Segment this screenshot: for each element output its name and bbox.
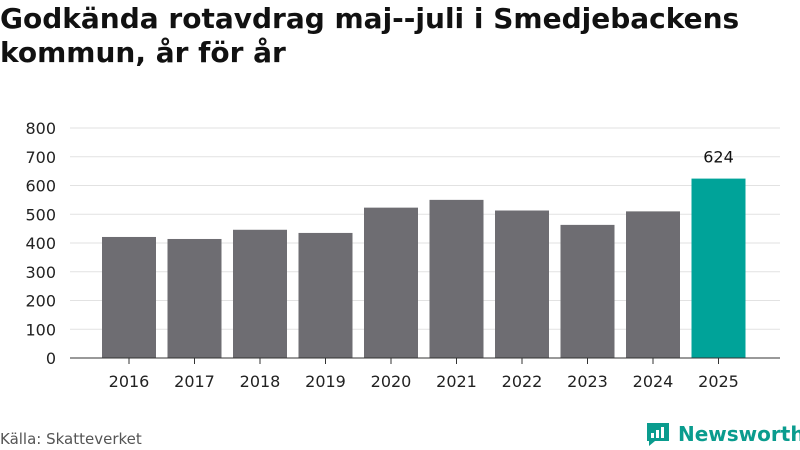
bar-2022 [495,210,549,358]
y-tick-label: 400 [25,234,56,253]
y-tick-label: 800 [25,119,56,138]
x-tick-label: 2018 [240,372,281,391]
brand[interactable]: Newsworthy [644,420,800,448]
x-tick-label: 2024 [633,372,674,391]
bar-2021 [429,199,484,358]
x-tick-label: 2023 [567,372,608,391]
bar-2025 [691,178,746,358]
x-axis-ticks: 2016 2017 2018 2019 2020 2021 2022 2023 2024 2025 [109,358,739,391]
y-tick-label: 600 [25,177,56,196]
chart-title: Godkända rotavdrag maj--juli i Smedjebac… [0,2,740,69]
bar-2019 [298,232,353,358]
y-tick-label: 200 [25,292,56,311]
source-note: Källa: Skatteverket [0,430,142,448]
y-tick-label: 500 [25,205,56,224]
bar-2024 [626,211,680,358]
x-tick-label: 2017 [174,372,215,391]
bars [102,178,746,358]
data-labels: 624 [703,148,734,167]
bar-2016 [102,236,156,358]
x-tick-label: 2016 [109,372,150,391]
data-label: 624 [703,148,734,167]
y-tick-label: 0 [46,349,56,368]
y-tick-label: 100 [25,320,56,339]
brand-name: Newsworthy [678,422,800,446]
y-tick-label: 700 [25,148,56,167]
x-tick-label: 2022 [502,372,543,391]
x-tick-label: 2025 [698,372,739,391]
x-tick-label: 2021 [436,372,477,391]
bar-2017 [167,238,222,358]
x-tick-label: 2020 [371,372,412,391]
x-tick-label: 2019 [305,372,346,391]
y-tick-label: 300 [25,263,56,282]
bar-2018 [233,229,287,358]
bar-2023 [560,224,615,358]
bar-2020 [364,207,418,358]
y-axis-ticks: 0 100 200 300 400 500 600 700 800 [25,119,56,368]
newsworthy-logo-icon [647,423,669,446]
